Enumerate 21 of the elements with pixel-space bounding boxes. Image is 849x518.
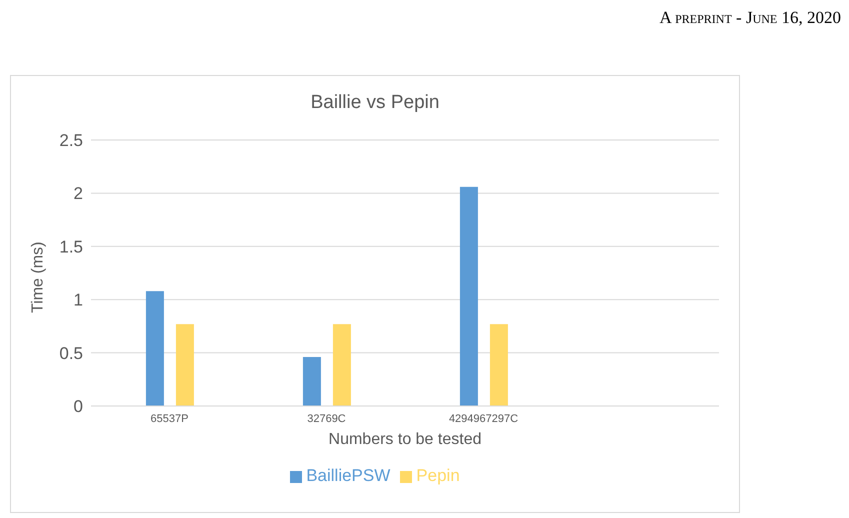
- chart-title: Baillie vs Pepin: [310, 92, 440, 114]
- y-tick-label: 2: [74, 184, 83, 204]
- bar: [332, 324, 351, 406]
- bar: [176, 324, 194, 406]
- x-tick-label: 32769C: [307, 412, 346, 425]
- y-tick-label: 1.5: [59, 237, 83, 256]
- bar: [460, 186, 478, 406]
- y-tick-label: 0.5: [59, 344, 83, 363]
- y-tick-label: 0: [74, 397, 83, 416]
- y-tick-label: 2.5: [59, 131, 83, 150]
- x-axis-title: Numbers to be tested: [328, 431, 482, 448]
- y-axis-title: Time (ms): [30, 242, 47, 313]
- text: A preprint - June 16, 2020: [660, 8, 841, 28]
- y-tick-label: 1: [74, 290, 83, 310]
- x-tick-label: 4294967297C: [448, 412, 518, 425]
- legend-label: BailliePSW: [306, 466, 390, 485]
- bar: [490, 324, 508, 406]
- bar: [302, 357, 321, 406]
- bar: [146, 291, 164, 406]
- legend-label: Pepin: [416, 466, 460, 485]
- x-tick-label: 65537P: [150, 412, 188, 425]
